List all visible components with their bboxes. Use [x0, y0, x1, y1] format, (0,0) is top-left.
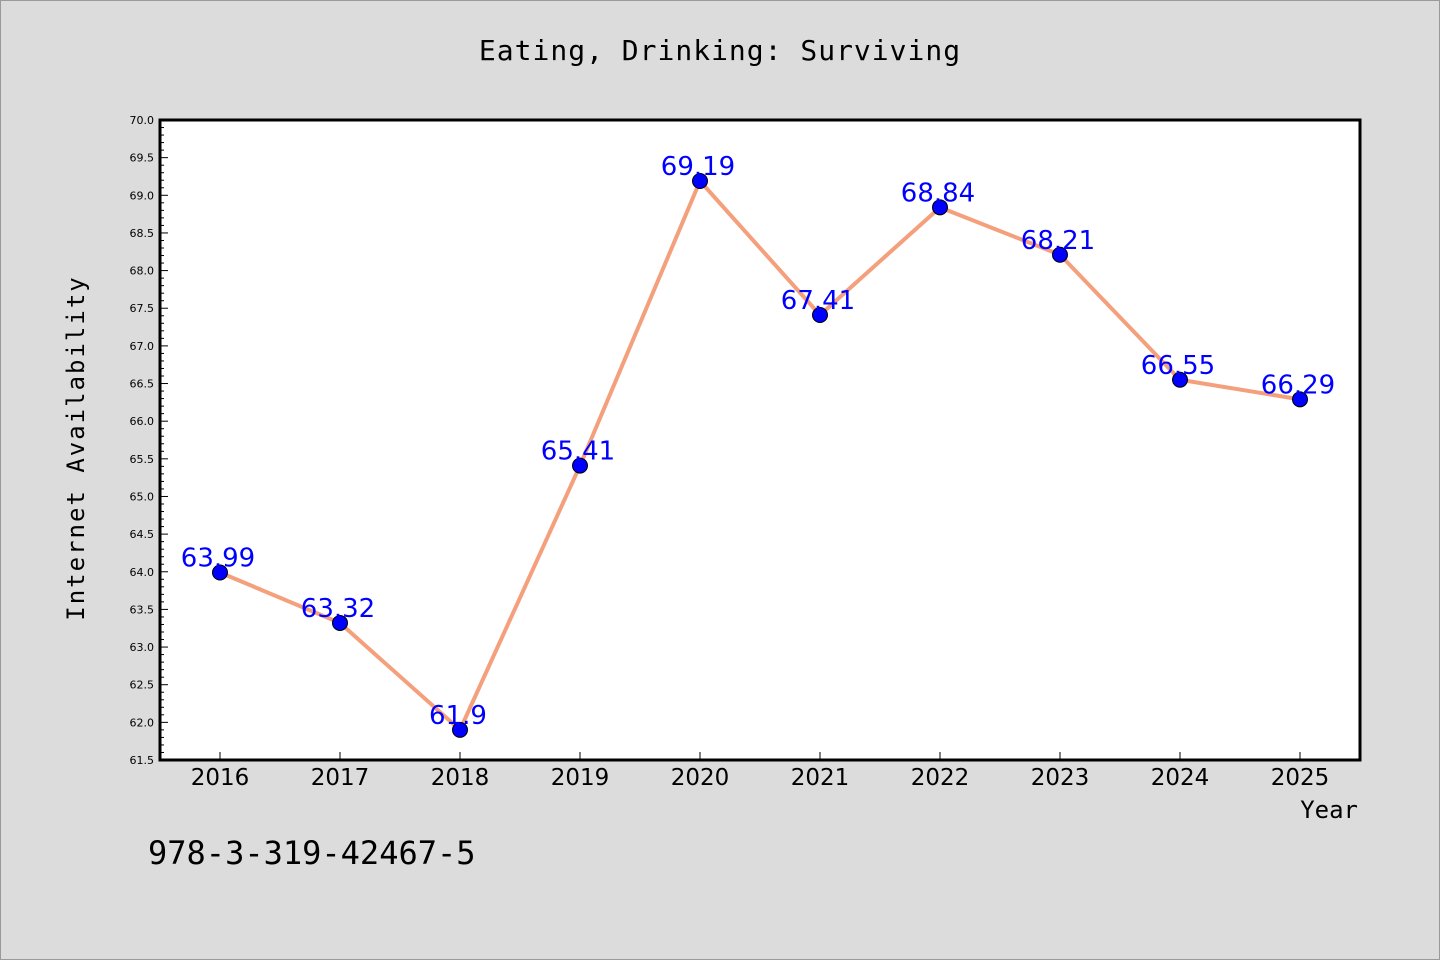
data-point [572, 457, 588, 474]
data-point [212, 564, 228, 581]
data-label: 65.41 [541, 437, 615, 467]
data-label: 68.21 [1021, 226, 1095, 256]
data-label: 68.84 [901, 178, 975, 208]
data-point [1292, 391, 1308, 408]
x-tick-label: 2018 [431, 765, 490, 791]
chart-title: Eating, Drinking: Surviving [478, 34, 962, 67]
plot-area [160, 120, 1360, 760]
y-tick-label: 64.0 [130, 566, 155, 579]
y-tick-label: 66.0 [130, 415, 155, 428]
data-label: 67.41 [781, 286, 855, 316]
data-point [1172, 371, 1188, 388]
y-tick-label: 64.5 [130, 528, 155, 541]
x-tick-label: 2024 [1151, 765, 1210, 791]
data-label: 63.99 [181, 544, 255, 574]
x-tick-label: 2019 [551, 765, 610, 791]
x-axis-label: Year [1300, 796, 1358, 824]
data-point [812, 307, 828, 324]
y-tick-label: 63.5 [130, 603, 155, 616]
plot-border [158, 118, 1362, 762]
y-tick-label: 69.5 [130, 152, 155, 165]
data-label: 63.32 [301, 594, 375, 624]
data-point [1052, 246, 1068, 263]
y-tick-label: 65.0 [130, 490, 155, 503]
y-tick-label: 63.0 [130, 641, 155, 654]
data-label: 69.19 [661, 152, 735, 182]
y-tick-label: 67.0 [130, 340, 155, 353]
x-tick-label: 2022 [911, 765, 970, 791]
x-tick-label: 2025 [1271, 765, 1330, 791]
x-tick-label: 2023 [1031, 765, 1090, 791]
x-tick-label: 2020 [671, 765, 730, 791]
data-point [692, 172, 708, 189]
y-tick-label: 65.5 [130, 453, 155, 466]
y-tick-label: 61.5 [130, 754, 155, 767]
x-tick-label: 2021 [791, 765, 850, 791]
y-tick-label: 62.0 [130, 716, 155, 729]
y-tick-label: 62.5 [130, 679, 155, 692]
y-tick-label: 66.5 [130, 378, 155, 391]
x-tick-label: 2017 [311, 765, 370, 791]
y-tick-label: 67.5 [130, 302, 155, 315]
series-line [218, 178, 1302, 732]
data-label: 66.55 [1141, 351, 1215, 381]
y-tick-label: 70.0 [130, 114, 155, 127]
data-point [452, 721, 468, 738]
data-label: 61.9 [429, 701, 487, 731]
y-tick-label: 69.0 [130, 189, 155, 202]
y-tick-label: 68.5 [130, 227, 155, 240]
data-point [932, 199, 948, 216]
isbn-annotation: 978-3-319-42467-5 [148, 834, 476, 872]
data-label: 66.29 [1261, 370, 1335, 400]
y-tick-label: 68.0 [130, 265, 155, 278]
data-point [332, 614, 348, 631]
x-tick-label: 2016 [191, 765, 250, 791]
